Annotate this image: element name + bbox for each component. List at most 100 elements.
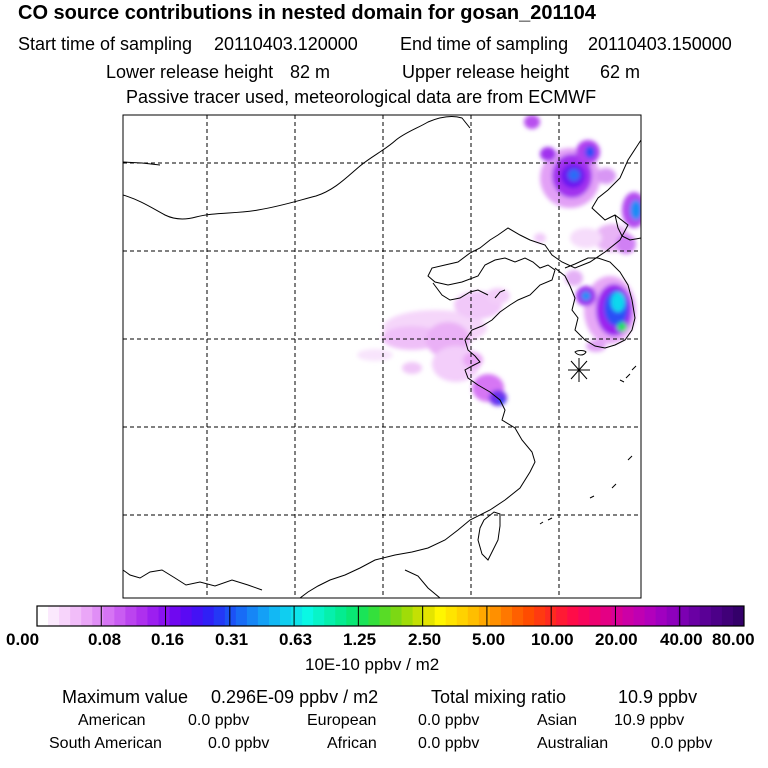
colorbar-cell xyxy=(699,606,712,626)
max-value: 0.296E-09 ppbv / m2 xyxy=(211,687,379,707)
colorbar-cell xyxy=(589,606,601,626)
upper-height-label: Upper release height xyxy=(402,62,570,82)
colorbar-cell xyxy=(103,606,115,626)
south-american-label: South American xyxy=(49,735,162,752)
colorbar-tick: 2.50 xyxy=(408,630,442,649)
colorbar-cell xyxy=(578,606,590,626)
coastlines xyxy=(123,116,641,598)
receptor-marker xyxy=(568,358,590,382)
colorbar-cell xyxy=(445,606,458,626)
asian-value: 10.9 ppbv xyxy=(614,712,685,729)
colorbar-cell xyxy=(644,606,657,626)
colorbar-cell xyxy=(467,606,480,626)
south-american-value: 0.0 ppbv xyxy=(208,735,270,752)
lat-lon-grid xyxy=(123,115,641,598)
colorbar-cell xyxy=(556,606,568,626)
colorbar-cell xyxy=(600,606,612,626)
colorbar-cell xyxy=(434,606,447,626)
colorbar-tick: 1.25 xyxy=(343,630,377,649)
american-label: American xyxy=(78,712,146,729)
colorbar-cell xyxy=(335,606,347,626)
colorbar-cell xyxy=(567,606,579,626)
colorbar-tick: 20.00 xyxy=(595,630,638,649)
colorbar-unit: 10E-10 ppbv / m2 xyxy=(305,655,440,674)
total-mixing-value: 10.9 ppbv xyxy=(618,687,698,707)
total-mixing-label: Total mixing ratio xyxy=(431,687,567,707)
colorbar-tick: 0.31 xyxy=(215,630,249,649)
colorbar-cell xyxy=(224,606,237,626)
colorbar-cell xyxy=(655,606,668,626)
colorbar-cell xyxy=(70,606,82,626)
colorbar-cell xyxy=(512,606,524,626)
plot-title: CO source contributions in nested domain… xyxy=(18,2,596,24)
colorbar-cell xyxy=(246,606,259,626)
colorbar-tick: 0.00 xyxy=(6,630,40,649)
lower-height-label: Lower release height xyxy=(106,62,274,82)
colorbar-cell xyxy=(633,606,645,626)
colorbar-cell xyxy=(147,606,159,626)
colorbar-cell xyxy=(268,606,281,626)
end-time-label: End time of sampling xyxy=(400,34,569,54)
colorbar-cell xyxy=(423,606,436,626)
colorbar-cell xyxy=(136,606,148,626)
asian-label: Asian xyxy=(537,712,578,729)
colorbar-cell xyxy=(81,606,93,626)
colorbar-cell xyxy=(688,606,701,626)
colorbar-cell xyxy=(280,606,292,626)
colorbar-cell xyxy=(213,606,226,626)
colorbar-cell xyxy=(523,606,535,626)
colorbar-cell xyxy=(48,606,60,626)
colorbar-cell xyxy=(379,606,391,626)
american-value: 0.0 ppbv xyxy=(188,712,250,729)
colorbar-cell xyxy=(611,606,623,626)
european-label: European xyxy=(307,712,377,729)
colorbar-cell xyxy=(313,606,325,626)
european-value: 0.0 ppbv xyxy=(418,712,480,729)
colorbar-cell xyxy=(710,606,723,626)
colorbar-cell xyxy=(622,606,634,626)
colorbar-tick: 0.63 xyxy=(279,630,313,649)
colorbar-cell xyxy=(401,606,413,626)
australian-label: Australian xyxy=(537,735,609,752)
map-frame xyxy=(122,114,642,599)
colorbar-cell xyxy=(180,606,193,626)
tracer-note: Passive tracer used, meteorological data… xyxy=(126,87,597,107)
colorbar-cell xyxy=(257,606,270,626)
colorbar-cell xyxy=(202,606,215,626)
colorbar-cell xyxy=(169,606,182,626)
colorbar-cell xyxy=(732,606,745,626)
colorbar-cell xyxy=(390,606,402,626)
colorbar-cell xyxy=(500,606,513,626)
colorbar-cell xyxy=(368,606,380,626)
colorbar-cell xyxy=(456,606,469,626)
end-time-value: 20110403.150000 xyxy=(588,34,732,54)
colorbar-tick: 5.00 xyxy=(472,630,506,649)
colorbar-cell xyxy=(191,606,204,626)
colorbar-cell xyxy=(478,606,491,626)
colorbar-cell xyxy=(721,606,734,626)
colorbar-cell xyxy=(37,606,49,626)
colorbar-cell xyxy=(235,606,248,626)
colorbar-cell xyxy=(92,606,104,626)
colorbar-cell xyxy=(291,606,303,626)
colorbar-cell xyxy=(666,606,679,626)
colorbar-tick: 40.00 xyxy=(660,630,703,649)
colorbar-cell xyxy=(346,606,358,626)
upper-height-value: 62 m xyxy=(600,62,641,82)
colorbar-cell xyxy=(114,606,126,626)
colorbar-tick: 0.08 xyxy=(88,630,122,649)
colorbar-cell xyxy=(534,606,546,626)
colorbar-cell xyxy=(412,606,425,626)
colorbar-tick: 80.00 xyxy=(712,630,755,649)
colorbar-cell xyxy=(324,606,336,626)
colorbar-cell xyxy=(677,606,690,626)
start-time-value: 20110403.120000 xyxy=(214,34,358,54)
lower-height-value: 82 m xyxy=(290,62,331,82)
colorbar-cell xyxy=(357,606,369,626)
max-value-label: Maximum value xyxy=(62,687,189,707)
start-time-label: Start time of sampling xyxy=(18,34,193,54)
colorbar-tick: 10.00 xyxy=(531,630,574,649)
african-label: African xyxy=(327,735,377,752)
